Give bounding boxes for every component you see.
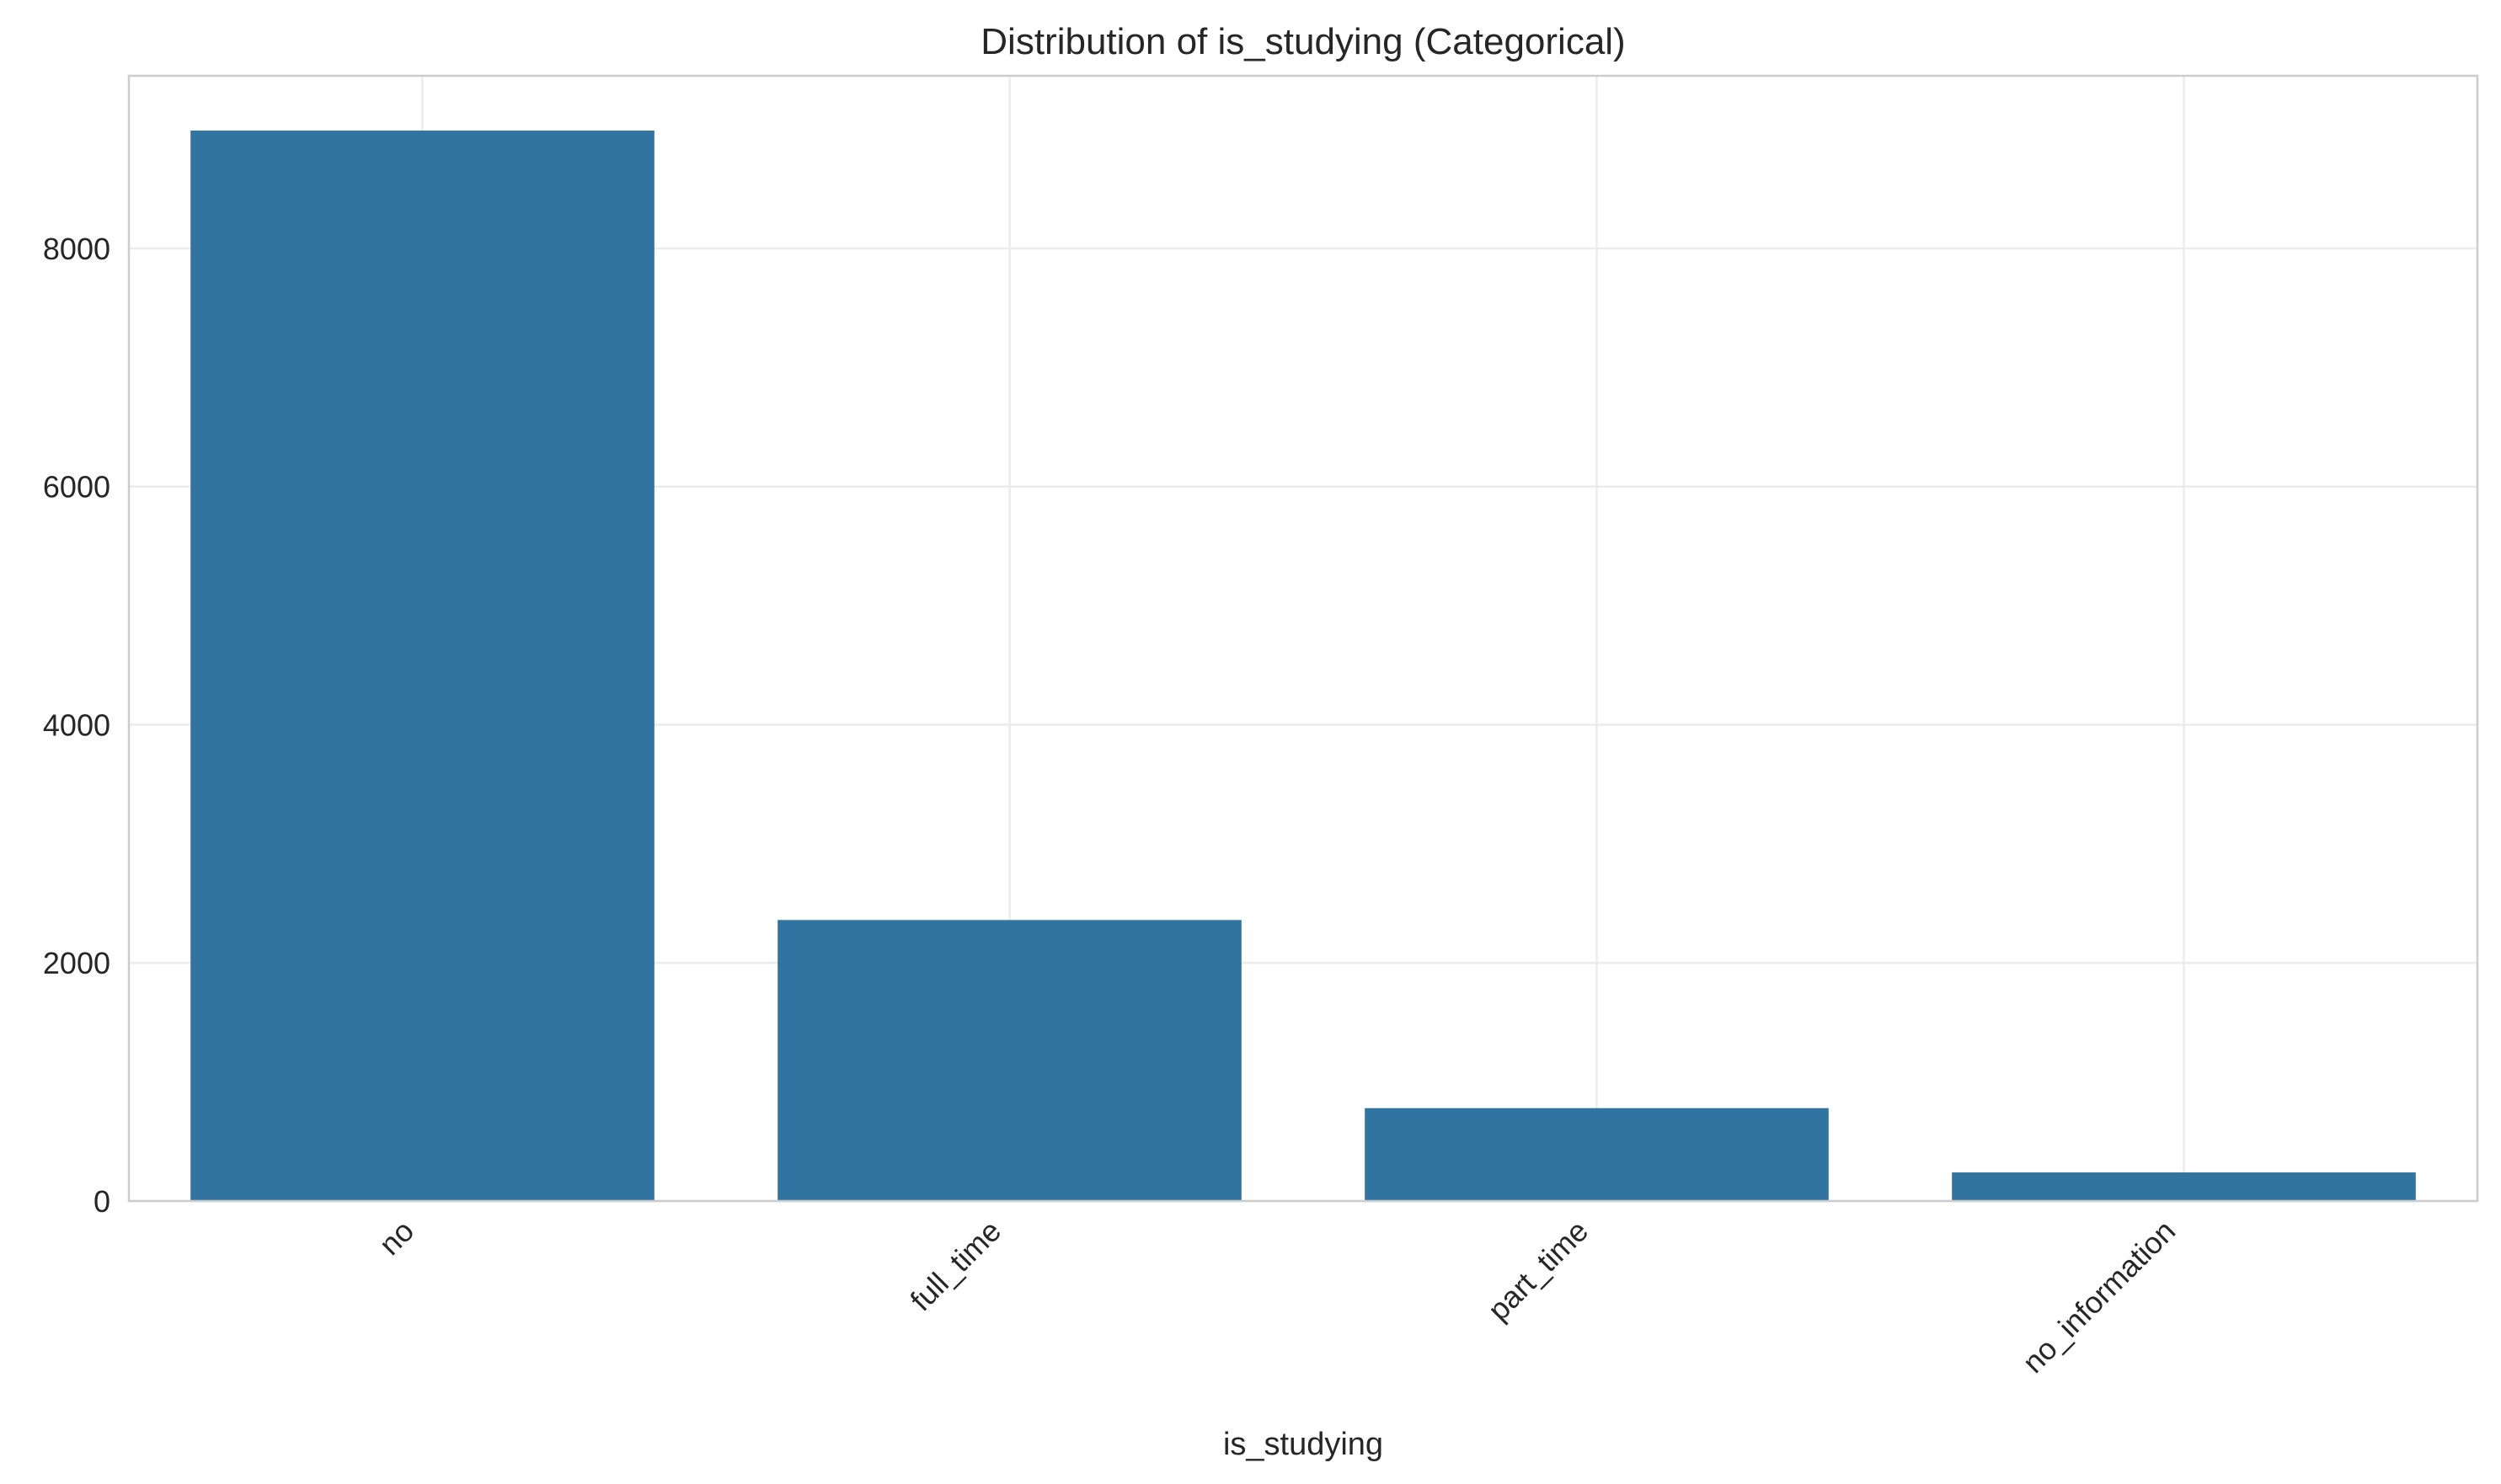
plot-frame	[127, 74, 2479, 1203]
x-tick-label: part_time	[1481, 1214, 1595, 1327]
y-tick-label: 0	[94, 1184, 110, 1219]
bar-no-information	[1952, 1172, 2416, 1201]
chart-title: Distribution of is_studying (Categorical…	[981, 21, 1625, 62]
x-axis-label: is_studying	[1223, 1427, 1383, 1462]
x-tick-label: no_information	[2016, 1214, 2182, 1380]
bars	[190, 131, 2416, 1201]
x-axis-ticks: no full_time part_time no_information	[372, 1214, 2182, 1380]
bar-part-time	[1365, 1108, 1829, 1201]
x-tick-label: no	[372, 1214, 420, 1262]
y-tick-label: 8000	[43, 232, 110, 266]
bar-full-time	[778, 920, 1242, 1201]
y-tick-label: 4000	[43, 707, 110, 742]
y-tick-label: 2000	[43, 946, 110, 980]
y-tick-label: 6000	[43, 470, 110, 504]
bar-no	[190, 131, 655, 1201]
y-axis-ticks: 0 2000 4000 6000 8000	[43, 232, 110, 1219]
x-tick-label: full_time	[903, 1214, 1007, 1318]
